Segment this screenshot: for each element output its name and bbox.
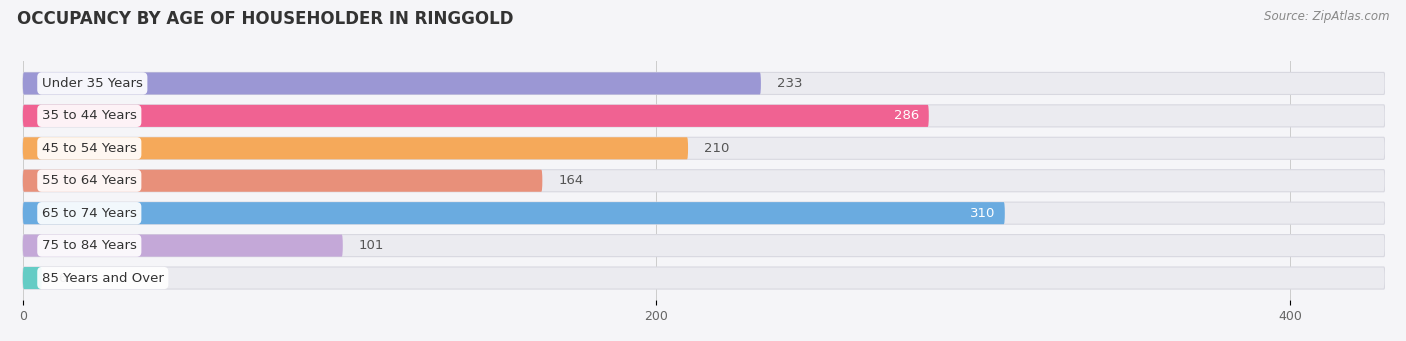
FancyBboxPatch shape	[22, 170, 1385, 192]
Text: OCCUPANCY BY AGE OF HOUSEHOLDER IN RINGGOLD: OCCUPANCY BY AGE OF HOUSEHOLDER IN RINGG…	[17, 10, 513, 28]
Text: 35 to 44 Years: 35 to 44 Years	[42, 109, 136, 122]
FancyBboxPatch shape	[22, 72, 761, 94]
FancyBboxPatch shape	[22, 72, 1385, 94]
FancyBboxPatch shape	[22, 105, 929, 127]
FancyBboxPatch shape	[22, 202, 1385, 224]
FancyBboxPatch shape	[22, 105, 1385, 127]
Text: 45 to 54 Years: 45 to 54 Years	[42, 142, 136, 155]
Text: 75 to 84 Years: 75 to 84 Years	[42, 239, 136, 252]
Text: Source: ZipAtlas.com: Source: ZipAtlas.com	[1264, 10, 1389, 23]
Text: 6: 6	[58, 271, 66, 284]
Text: 233: 233	[776, 77, 803, 90]
FancyBboxPatch shape	[22, 170, 543, 192]
FancyBboxPatch shape	[22, 137, 1385, 159]
Text: 164: 164	[558, 174, 583, 187]
Text: 210: 210	[704, 142, 730, 155]
Text: 310: 310	[970, 207, 995, 220]
Text: 85 Years and Over: 85 Years and Over	[42, 271, 163, 284]
FancyBboxPatch shape	[22, 267, 1385, 289]
FancyBboxPatch shape	[22, 235, 1385, 257]
Text: 65 to 74 Years: 65 to 74 Years	[42, 207, 136, 220]
Text: 55 to 64 Years: 55 to 64 Years	[42, 174, 136, 187]
FancyBboxPatch shape	[22, 267, 42, 289]
FancyBboxPatch shape	[22, 137, 688, 159]
Text: 286: 286	[894, 109, 920, 122]
FancyBboxPatch shape	[22, 235, 343, 257]
Text: Under 35 Years: Under 35 Years	[42, 77, 143, 90]
Text: 101: 101	[359, 239, 384, 252]
FancyBboxPatch shape	[22, 202, 1005, 224]
